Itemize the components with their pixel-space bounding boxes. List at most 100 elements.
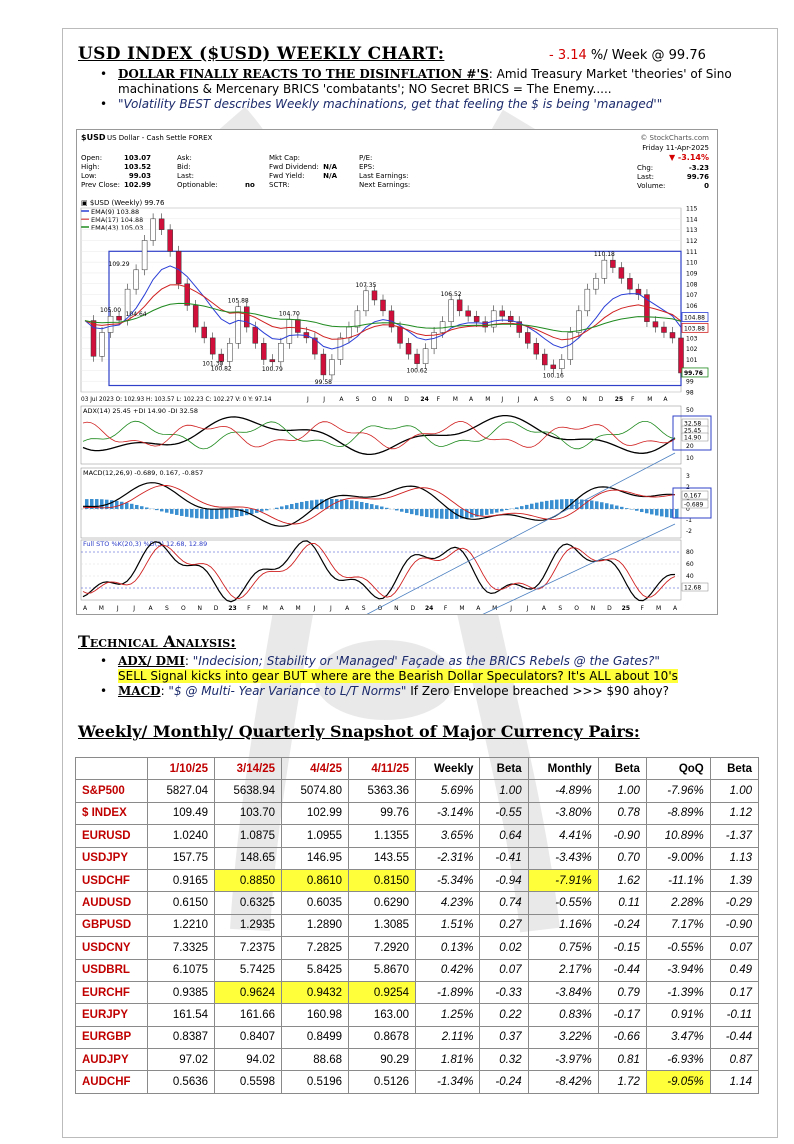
candle-body [499, 310, 505, 317]
candle-body [542, 353, 548, 366]
peak-label: 100.82 [211, 365, 232, 372]
bullet-lead: DOLLAR FINALLY REACTS TO THE DISINFLATIO… [118, 67, 489, 81]
legend-ema: EMA(43) 105.03 [91, 224, 143, 232]
x-axis-bottom-label: A [476, 605, 481, 612]
page-title: USD INDEX ($USD) WEEKLY CHART: [78, 44, 445, 64]
x-axis-bottom-label: A [149, 605, 154, 612]
chart-symbol: $USD [81, 133, 106, 142]
table-row: USDJPY 157.75 148.65 146.95 143.55 -2.31% -0.4… [75, 846, 760, 870]
macd-histogram-bar [205, 509, 209, 519]
table-cell: 0.8850 [214, 868, 283, 893]
macd-histogram-bar [480, 509, 484, 516]
macd-histogram-bar [325, 499, 329, 509]
table-cell: 1.12 [709, 801, 760, 826]
chart-date: Friday 11-Apr-2025 [642, 144, 709, 152]
macd-histogram-bar [445, 509, 449, 519]
table-cell: 0.32 [479, 1048, 529, 1072]
table-row: GBPUSD 1.2210 1.2935 1.2890 1.3085 1.51% 0.27 1… [75, 913, 760, 938]
sto-legend: Full STO %K(20,3) %D(3) 12.68, 12.89 [83, 540, 207, 548]
x-axis-bottom-label: 23 [228, 605, 236, 612]
candle-body [627, 278, 633, 290]
chart-stat-value: N/A [323, 163, 337, 171]
candle-body [312, 337, 318, 355]
column-header: Monthly [527, 756, 599, 781]
candle-body [610, 259, 616, 268]
table-cell: 0.07 [479, 958, 529, 982]
chart-stat-label: Last Earnings: [359, 172, 409, 180]
pair-name: USDCNY [75, 936, 148, 960]
adx-tick: 20 [686, 443, 694, 450]
chart-canvas: $USD US Dollar - Cash Settle FOREX © Stock… [80, 133, 712, 614]
table-row: AUDUSD 0.6150 0.6325 0.6035 0.6290 4.23% 0.74-… [75, 891, 760, 915]
table-cell: -4.89% [527, 779, 599, 803]
macd-histogram-bar [255, 509, 259, 513]
candle-body [516, 321, 522, 333]
macd-histogram-bar [110, 500, 114, 509]
x-axis-bottom-label: A [673, 605, 678, 612]
macd-histogram-bar [95, 499, 99, 509]
candle-body [482, 321, 488, 328]
table-cell: 7.17% [645, 913, 711, 938]
adx-tag-box [681, 432, 709, 442]
table-cell: -0.94 [479, 868, 529, 893]
table-cell: 0.87 [709, 1048, 760, 1072]
macd-tag: 0.167 [684, 493, 701, 500]
candle-body [567, 332, 574, 360]
macd-histogram-bar [430, 509, 434, 518]
sto-tag: 12.68 [684, 585, 701, 592]
macd-histogram-bar [90, 499, 94, 509]
table-cell: 1.72 [597, 1070, 647, 1094]
macd-histogram-bar [260, 509, 264, 512]
x-axis-bottom-label: 25 [622, 605, 630, 612]
chart-stat-value: no [245, 181, 255, 189]
macd-histogram-bar [380, 506, 384, 509]
price-tag-box [681, 367, 709, 378]
table-cell: 7.2375 [214, 936, 283, 960]
ema-line [84, 302, 682, 333]
price-tick-label: 106 [686, 303, 698, 310]
column-header: 4/11/25 [348, 756, 417, 781]
candle-body [371, 290, 378, 301]
column-header: Beta [597, 756, 647, 781]
chart-stat-label: Ask: [177, 154, 192, 162]
chart-stat-label: Chg: [637, 164, 653, 172]
macd-line [82, 482, 676, 527]
x-axis-label: S [356, 396, 360, 403]
technical-title-text: Technical Analysis [78, 632, 231, 651]
macd-histogram-bar [300, 501, 304, 509]
candle-body [235, 306, 242, 344]
adx-legend: ADX(14) 25.45 +DI 14.90 -DI 32.58 [83, 407, 198, 415]
candle-body [576, 310, 582, 333]
chart-provider: © StockCharts.com [640, 134, 709, 142]
candle-body [635, 288, 642, 295]
peak-label: 99.58 [315, 379, 332, 386]
macd-histogram-bar [160, 509, 164, 512]
table-cell: -0.24 [479, 1070, 529, 1094]
table-cell: 103.70 [214, 801, 283, 826]
bullet-disinflation: DOLLAR FINALLY REACTS TO THE DISINFLATIO… [96, 67, 736, 97]
candle-body [90, 320, 97, 357]
x-axis-label: D [404, 396, 409, 403]
macd-histogram-bar [660, 509, 664, 517]
legend-main: ▣ $USD (Weekly) 99.76 [81, 199, 165, 207]
pair-name: GBPUSD [75, 913, 148, 938]
chart-pct-change: ▼ -3.14% [669, 153, 709, 162]
table-cell: 1.00 [709, 779, 760, 803]
intro-bullets: DOLLAR FINALLY REACTS TO THE DISINFLATIO… [96, 67, 736, 112]
macd-histogram-bar [545, 500, 549, 509]
table-cell: 3.65% [415, 824, 481, 848]
table-cell: 102.99 [281, 801, 350, 826]
chart-stat-label: Prev Close: [81, 181, 120, 189]
macd-histogram-bar [250, 509, 254, 515]
candle-body [644, 294, 650, 322]
macd-histogram-bar [475, 509, 479, 517]
x-axis-label: N [388, 396, 393, 403]
macd-histogram-bar [225, 509, 229, 519]
price-tick-label: 103 [686, 335, 698, 342]
x-axis-label: O [566, 396, 571, 403]
macd-histogram-bar [500, 509, 504, 512]
table-row: EURJPY 161.54 161.66 160.98 163.00 1.25% 0.22 0… [75, 1003, 760, 1027]
chart-stat-value: N/A [323, 172, 337, 180]
table-cell: 5.8425 [281, 958, 350, 982]
table-cell: -11.1% [645, 868, 711, 893]
